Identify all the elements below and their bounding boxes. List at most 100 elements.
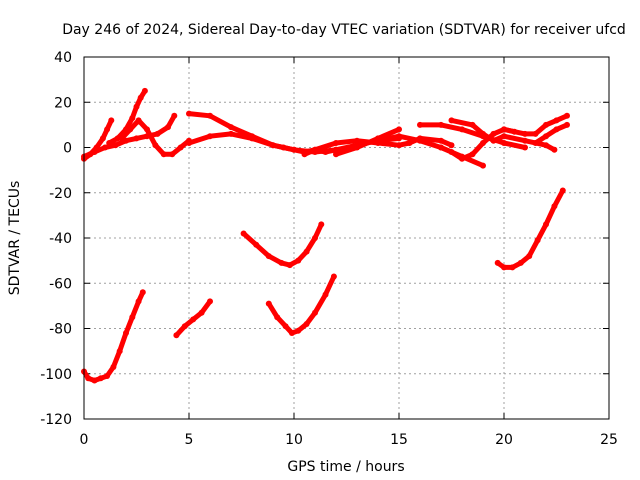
x-tick-label: 5 (185, 432, 194, 448)
data-point (99, 135, 106, 142)
data-point (207, 112, 213, 119)
data-point (303, 321, 310, 327)
data-point (282, 323, 289, 330)
data-point (135, 117, 142, 124)
data-point (253, 241, 260, 248)
data-point (207, 298, 213, 305)
data-point (108, 117, 115, 124)
data-point (85, 375, 92, 382)
data-point (133, 103, 140, 110)
data-point (228, 130, 234, 137)
data-point (112, 142, 119, 149)
data-point (129, 115, 136, 122)
series-line-s14 (533, 122, 570, 146)
data-point (543, 133, 549, 140)
data-point (171, 112, 178, 119)
data-point (104, 126, 111, 133)
data-point (396, 126, 402, 133)
y-tick-label: -40 (49, 231, 72, 247)
data-point (186, 110, 192, 117)
data-point (543, 121, 549, 128)
data-point (198, 309, 205, 316)
data-point (265, 300, 272, 307)
y-tick-label: -80 (49, 322, 72, 338)
data-point (522, 130, 528, 137)
data-point (295, 257, 302, 264)
data-point (375, 137, 381, 144)
data-point (322, 291, 329, 298)
data-point (207, 133, 213, 140)
series-line-s3 (81, 113, 177, 160)
data-point (270, 142, 276, 149)
data-point (118, 135, 125, 142)
data-point (501, 140, 507, 146)
data-point (534, 237, 541, 244)
data-point (517, 259, 524, 266)
data-point (186, 140, 192, 146)
data-point (303, 248, 310, 255)
data-point (406, 140, 413, 146)
data-point (97, 375, 104, 382)
series-line-s5 (186, 111, 339, 155)
x-tick-label: 15 (390, 432, 408, 448)
data-point (190, 316, 197, 323)
series-line-s18 (266, 274, 337, 336)
data-point (91, 149, 98, 155)
chart-title: Day 246 of 2024, Sidereal Day-to-day VTE… (62, 22, 626, 38)
x-ticks: 0 5 10 15 20 25 (80, 57, 618, 448)
data-point (480, 140, 486, 146)
data-point (177, 144, 184, 151)
data-point (181, 323, 188, 330)
data-point (114, 135, 121, 142)
data-point (553, 117, 560, 124)
data-point (543, 142, 549, 149)
data-point (490, 137, 497, 144)
data-point (104, 373, 111, 379)
grid (84, 57, 609, 419)
data-point (354, 137, 360, 144)
data-point (295, 327, 302, 334)
x-tick-label: 20 (495, 432, 513, 448)
data-point (102, 144, 108, 151)
data-point (330, 273, 337, 280)
data-point (144, 126, 150, 133)
data-point (526, 253, 533, 260)
data-point (522, 144, 528, 151)
data-point (169, 151, 176, 158)
y-tick-label: -60 (49, 276, 72, 292)
data-point (249, 135, 255, 142)
y-ticks: -120 -100 -80 -60 -40 -20 0 20 40 (40, 50, 609, 428)
data-point (501, 126, 507, 133)
x-tick-label: 10 (285, 432, 303, 448)
data-point (551, 146, 558, 153)
data-point (480, 130, 486, 137)
series-group (81, 87, 570, 384)
data-point (110, 364, 117, 370)
data-point (137, 94, 144, 101)
data-point (438, 137, 444, 144)
data-point (116, 348, 123, 355)
x-tick-label: 25 (600, 432, 618, 448)
data-point (396, 133, 402, 140)
data-point (165, 124, 171, 131)
y-tick-label: 0 (63, 141, 72, 157)
data-point (129, 314, 136, 321)
data-point (448, 117, 455, 124)
y-tick-label: -100 (40, 367, 72, 383)
data-point (333, 151, 339, 158)
data-point (480, 162, 486, 169)
data-point (469, 151, 476, 158)
data-point (173, 332, 180, 339)
data-point (494, 259, 501, 266)
data-point (91, 377, 98, 384)
data-point (559, 187, 566, 194)
y-tick-label: -20 (49, 186, 72, 202)
data-point (278, 259, 285, 266)
y-tick-label: -120 (40, 412, 72, 428)
data-point (274, 314, 281, 321)
x-tick-label: 0 (80, 432, 89, 448)
data-point (543, 221, 549, 228)
data-point (490, 130, 497, 137)
data-point (152, 142, 159, 149)
